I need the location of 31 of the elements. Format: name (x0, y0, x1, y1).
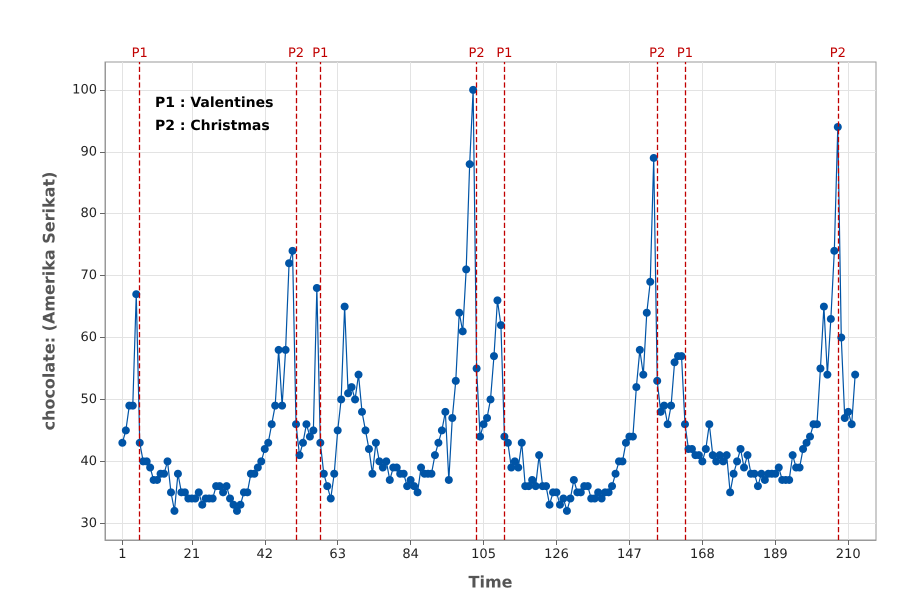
y-tick-label: 90 (80, 144, 97, 160)
x-tick-label: 105 (471, 547, 496, 562)
x-tick-label: 42 (256, 547, 274, 562)
annotation: P1 : Valentines (155, 95, 274, 111)
y-tick-label: 70 (80, 268, 97, 284)
x-tick-label: 210 (836, 547, 861, 562)
x-axis-title: Time (468, 572, 513, 592)
x-tick-label: 168 (690, 547, 715, 562)
y-tick-label: 50 (80, 392, 97, 407)
ref-line-label: P2 (649, 46, 666, 61)
x-tick-label: 21 (184, 547, 200, 562)
y-tick-label: 80 (80, 206, 97, 222)
y-tick-label: 100 (72, 82, 97, 98)
ref-line-label: P1 (312, 46, 328, 61)
y-axis-title: chocolate: (Amerika Serikat) (40, 172, 58, 430)
annotation: P2 : Christmas (155, 118, 270, 134)
x-tick-label: 84 (402, 547, 419, 562)
x-tick-label: 126 (544, 547, 569, 562)
x-tick-label: 1 (118, 547, 127, 562)
ref-line-label: P1 (496, 46, 512, 61)
x-tick-label: 147 (617, 547, 642, 562)
y-tick-label: 40 (80, 454, 97, 469)
ref-line-label: P2 (830, 46, 846, 61)
x-tick-label: 63 (329, 547, 346, 562)
ref-line-label: P2 (288, 46, 304, 61)
x-tick-label: 189 (762, 547, 788, 562)
ref-line-label: P2 (468, 46, 485, 61)
ref-line-label: P1 (132, 46, 148, 61)
y-tick-label: 30 (80, 516, 97, 531)
y-tick-label: 60 (80, 330, 97, 346)
ref-line-label: P1 (676, 46, 694, 61)
